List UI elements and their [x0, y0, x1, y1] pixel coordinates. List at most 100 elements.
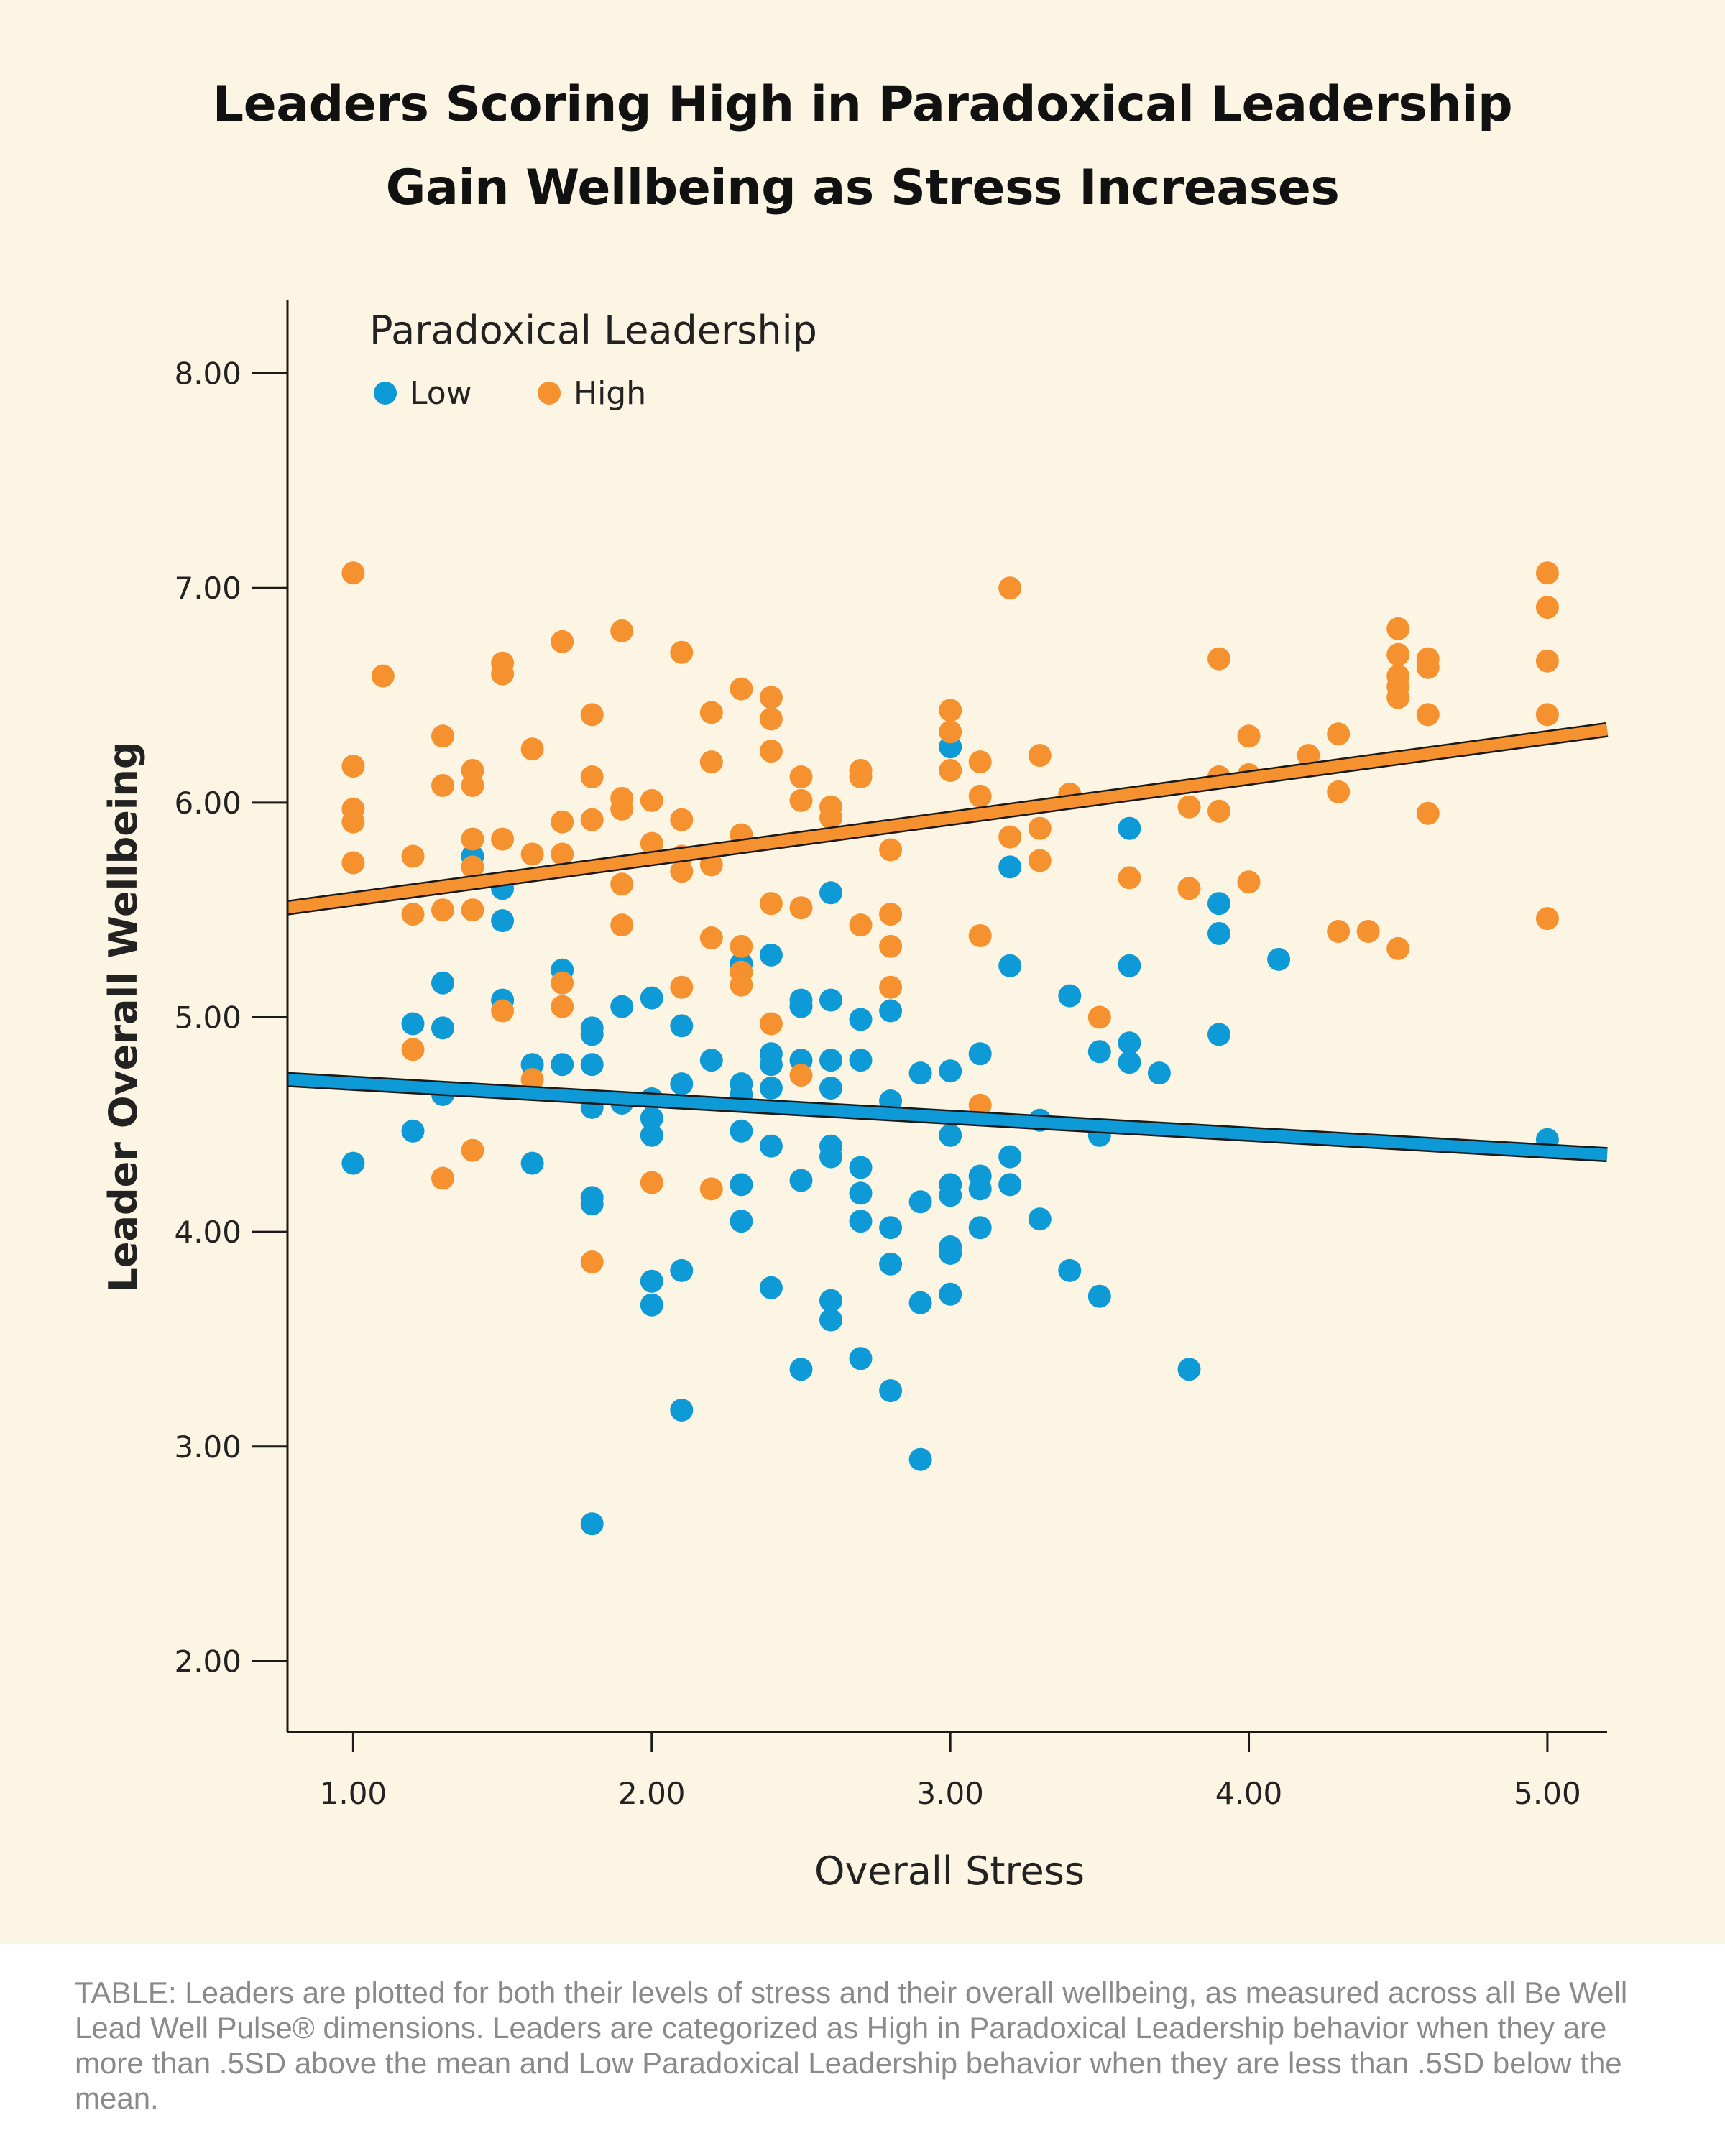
- data-point-low-26: [640, 1123, 663, 1147]
- legend-title: Paradoxical Leadership: [369, 308, 817, 353]
- series-low: [341, 735, 1559, 1536]
- data-point-high-93: [1208, 647, 1230, 671]
- data-point-low-40: [759, 943, 783, 967]
- data-point-low-96: [1087, 1284, 1111, 1308]
- data-point-high-7: [401, 903, 425, 926]
- data-point-high-31: [580, 703, 604, 727]
- data-point-low-29: [670, 1014, 694, 1038]
- data-point-high-17: [461, 898, 484, 922]
- data-point-high-39: [610, 913, 634, 937]
- data-point-high-26: [551, 630, 574, 653]
- data-point-high-27: [551, 810, 574, 834]
- data-point-high-114: [1535, 561, 1559, 585]
- x-tick-label-4: 5.00: [1514, 1776, 1581, 1811]
- axes-layer: 2.00 3.00 4.00 5.00 6.00 7.00 8.00 1.00 2.00 3.00…: [174, 300, 1607, 1811]
- data-point-low-70: [908, 1061, 932, 1085]
- data-point-high-70: [849, 765, 873, 788]
- legend-marker-low: [374, 382, 397, 405]
- data-point-high-37: [610, 797, 634, 821]
- data-point-high-118: [1535, 907, 1559, 931]
- data-point-high-48: [699, 701, 723, 724]
- axis-titles: Overall Stress Leader Overall Wellbeing: [101, 742, 1085, 1894]
- data-point-low-68: [879, 1252, 903, 1276]
- data-point-low-85: [968, 1216, 992, 1240]
- data-point-low-98: [1118, 954, 1141, 977]
- y-tick-label-0: 2.00: [174, 1644, 242, 1679]
- data-point-high-20: [491, 662, 515, 686]
- data-point-low-52: [819, 988, 842, 1012]
- data-point-low-43: [759, 1077, 783, 1100]
- data-point-low-72: [908, 1291, 932, 1314]
- data-point-high-58: [759, 686, 783, 709]
- data-point-high-51: [699, 926, 723, 949]
- data-point-low-4: [431, 1016, 454, 1040]
- fit-line-low: [287, 1074, 1608, 1161]
- data-point-high-52: [699, 1177, 723, 1201]
- data-point-high-57: [730, 973, 753, 997]
- data-point-low-8: [491, 909, 515, 933]
- data-point-high-84: [998, 825, 1022, 849]
- data-point-low-45: [759, 1276, 783, 1299]
- data-point-high-98: [1237, 870, 1261, 894]
- legend-label-low: Low: [410, 375, 472, 412]
- data-point-low-44: [759, 1134, 783, 1158]
- data-point-low-65: [879, 999, 903, 1023]
- data-point-low-13: [551, 1053, 574, 1077]
- x-tick-label-3: 4.00: [1215, 1776, 1283, 1811]
- data-point-high-91: [1177, 795, 1201, 819]
- data-point-low-49: [789, 1169, 813, 1192]
- data-point-low-63: [849, 1210, 873, 1233]
- data-point-low-38: [730, 1173, 753, 1197]
- data-point-low-86: [998, 855, 1022, 879]
- data-point-high-111: [1416, 655, 1440, 679]
- data-point-high-72: [879, 838, 903, 862]
- data-point-high-10: [431, 774, 454, 797]
- data-point-low-73: [908, 1447, 932, 1471]
- data-point-high-115: [1535, 596, 1559, 619]
- data-point-high-3: [341, 810, 365, 834]
- data-point-high-50: [699, 853, 723, 877]
- data-point-high-101: [1327, 780, 1351, 803]
- y-tick-label-5: 7.00: [174, 571, 242, 606]
- data-point-high-22: [491, 999, 515, 1023]
- data-point-high-89: [1087, 1005, 1111, 1029]
- data-point-high-11: [431, 898, 454, 922]
- data-point-low-60: [849, 1049, 873, 1072]
- data-point-low-11: [520, 1151, 544, 1175]
- data-point-low-15: [580, 1023, 604, 1046]
- data-point-low-67: [879, 1216, 903, 1240]
- data-point-high-82: [968, 1093, 992, 1117]
- data-point-high-12: [431, 1166, 454, 1190]
- data-point-low-61: [849, 1156, 873, 1179]
- data-point-high-117: [1535, 703, 1559, 727]
- data-point-low-37: [730, 1119, 753, 1143]
- data-point-high-87: [1028, 849, 1052, 872]
- data-point-high-6: [401, 844, 425, 868]
- x-axis-title: Overall Stress: [814, 1848, 1085, 1894]
- data-point-high-55: [730, 934, 753, 958]
- data-point-low-102: [1177, 1358, 1201, 1381]
- data-point-high-32: [580, 765, 604, 788]
- data-point-low-71: [908, 1190, 932, 1214]
- data-point-high-62: [759, 1012, 783, 1036]
- data-point-low-62: [849, 1181, 873, 1205]
- data-point-low-84: [968, 1177, 992, 1201]
- data-point-high-113: [1416, 801, 1440, 825]
- data-point-high-68: [819, 806, 842, 829]
- data-point-low-97: [1118, 816, 1141, 840]
- data-point-high-109: [1386, 936, 1410, 960]
- data-point-high-66: [789, 1064, 813, 1087]
- y-axis-title: Leader Overall Wellbeing: [101, 742, 146, 1293]
- data-point-low-104: [1208, 922, 1230, 945]
- data-point-high-99: [1297, 744, 1320, 768]
- data-point-high-24: [520, 842, 544, 866]
- data-point-high-83: [998, 576, 1022, 600]
- data-point-low-54: [819, 1077, 842, 1100]
- data-point-high-14: [461, 774, 484, 797]
- data-point-high-41: [640, 831, 663, 855]
- data-point-high-21: [491, 827, 515, 851]
- data-point-low-23: [640, 986, 663, 1010]
- data-point-high-18: [461, 1138, 484, 1162]
- data-point-high-28: [551, 842, 574, 866]
- data-point-high-4: [341, 851, 365, 875]
